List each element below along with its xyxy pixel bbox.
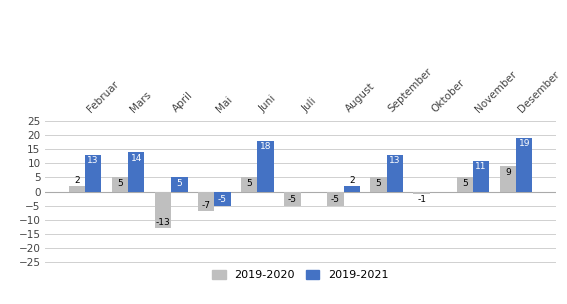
Bar: [155, 192, 171, 228]
Bar: [284, 192, 301, 206]
Bar: [171, 178, 188, 192]
Bar: [456, 178, 473, 192]
Text: 5: 5: [117, 179, 122, 188]
Text: 14: 14: [130, 154, 142, 163]
Bar: [198, 192, 214, 211]
Text: 5: 5: [246, 179, 252, 188]
Bar: [473, 161, 489, 192]
Text: -1: -1: [417, 195, 426, 205]
Text: 19: 19: [519, 140, 530, 148]
Bar: [241, 178, 257, 192]
Bar: [85, 155, 101, 192]
Bar: [69, 186, 85, 192]
Text: 11: 11: [475, 162, 487, 171]
Bar: [387, 155, 403, 192]
Bar: [500, 166, 516, 192]
Text: 18: 18: [260, 142, 272, 151]
Bar: [214, 192, 231, 206]
Text: 2: 2: [349, 176, 354, 185]
Text: 5: 5: [176, 179, 182, 188]
Bar: [370, 178, 387, 192]
Text: 9: 9: [505, 168, 511, 177]
Text: -5: -5: [331, 195, 340, 204]
Text: -7: -7: [202, 201, 210, 210]
Text: -5: -5: [218, 195, 227, 204]
Bar: [413, 192, 430, 194]
Bar: [128, 152, 145, 192]
Bar: [257, 141, 274, 192]
Bar: [344, 186, 360, 192]
Bar: [327, 192, 344, 206]
Text: 13: 13: [87, 156, 99, 165]
Bar: [112, 178, 128, 192]
Text: 2: 2: [74, 176, 79, 185]
Bar: [516, 138, 532, 192]
Text: -5: -5: [288, 195, 297, 204]
Text: 13: 13: [389, 156, 401, 165]
Legend: 2019-2020, 2019-2021: 2019-2020, 2019-2021: [212, 270, 389, 280]
Text: -13: -13: [155, 218, 170, 227]
Text: 5: 5: [462, 179, 468, 188]
Text: 5: 5: [376, 179, 382, 188]
